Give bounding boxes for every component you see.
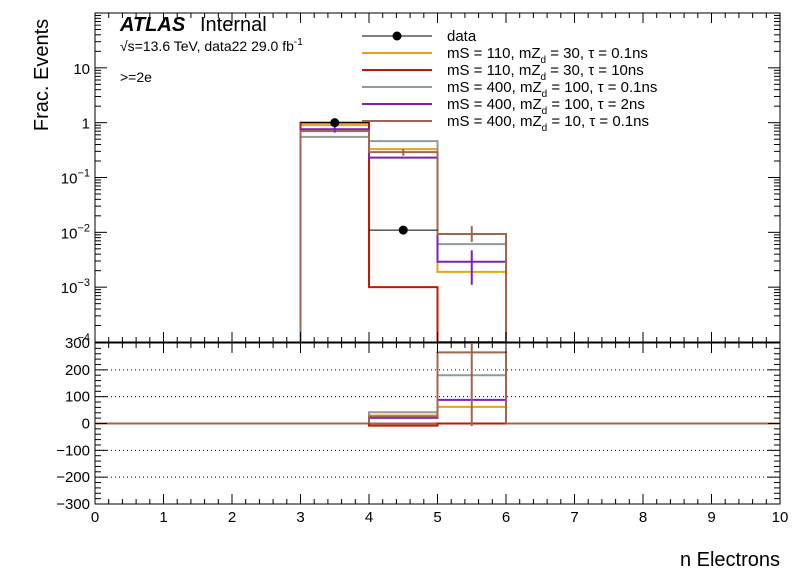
y-tick-exponent: −1 [77, 168, 90, 180]
top-plot-area [299, 118, 507, 342]
y-tick-label-bottom: 300 [65, 335, 90, 352]
hist-line-2 [299, 121, 507, 342]
legend-label-part: mS = 400, mZ [447, 113, 542, 130]
y-tick-label-top: 1 [82, 116, 90, 133]
legend-label-part: mS = 400, mZ [447, 79, 542, 96]
legend-label-4: mS = 400, mZd = 100, τ = 2ns [447, 96, 645, 117]
legend-label-part: = 100, τ = 2ns [547, 96, 645, 113]
y-tick-label-bottom: −100 [56, 442, 90, 459]
energy-unit-exponent: -1 [294, 37, 303, 48]
y-tick-label-bottom: 200 [65, 362, 90, 379]
legend-data-label: data [447, 28, 477, 45]
y-tick-base: 10 [61, 280, 78, 297]
legend-entry-data: data [362, 28, 477, 45]
data-point-2 [398, 225, 408, 235]
legend-label-part: mS = 110, mZ [447, 45, 541, 62]
x-tick-label: 8 [639, 509, 647, 526]
x-tick-label: 2 [228, 509, 236, 526]
y-tick-exponent: −4 [77, 332, 90, 344]
y-tick-base: 10 [61, 171, 78, 188]
legend-label-1: mS = 110, mZd = 30, τ = 0.1ns [447, 45, 648, 66]
y-tick-label-bottom: 100 [65, 389, 90, 406]
ratio-plot-area [95, 343, 780, 478]
x-tick-label: 4 [365, 509, 373, 526]
energy-label: √s=13.6 TeV, data22 29.0 fb-1 [120, 37, 303, 54]
legend-label-2: mS = 110, mZd = 30, τ = 10ns [447, 62, 644, 83]
x-tick-label: 3 [296, 509, 304, 526]
ratio-hist-line-5 [368, 351, 507, 424]
legend-label-part: = 30, τ = 0.1ns [546, 45, 648, 62]
x-tick-label: 7 [570, 509, 578, 526]
y-tick-exponent: −2 [77, 222, 90, 234]
energy-text: √s=13.6 TeV, data22 29.0 fb [120, 38, 294, 54]
y-tick-label-top: 10−2 [61, 222, 90, 242]
selection-label: >=2e [120, 69, 152, 85]
legend-label-part: = 30, τ = 10ns [546, 62, 644, 79]
legend-label-subscript: d [542, 89, 548, 100]
legend-label-part: mS = 400, mZ [447, 96, 542, 113]
legend-label-part: = 10, τ = 0.1ns [547, 113, 649, 130]
y-tick-label-bottom: −300 [56, 496, 90, 513]
ratio-hist-line-2 [368, 422, 506, 427]
legend-label-subscript: d [541, 72, 547, 83]
atlas-label: ATLAS [119, 14, 186, 36]
legend-label-3: mS = 400, mZd = 100, τ = 0.1ns [447, 79, 657, 100]
y-tick-exponent: −3 [77, 277, 90, 289]
y-tick-label-top: 10 [73, 61, 90, 78]
y-axis-title: Frac. Events [31, 19, 53, 131]
y-tick-label-bottom: 0 [82, 416, 90, 433]
legend-entry-5: mS = 400, mZd = 10, τ = 0.1ns [362, 113, 649, 134]
x-tick-label: 10 [772, 509, 789, 526]
x-tick-label: 0 [91, 509, 99, 526]
legend-label-5: mS = 400, mZd = 10, τ = 0.1ns [447, 113, 649, 134]
legend-label-subscript: d [542, 123, 548, 134]
legend-label-part: = 100, τ = 0.1ns [547, 79, 657, 96]
legend-label-subscript: d [541, 55, 547, 66]
hist-line-4 [299, 128, 507, 342]
data-point-1 [330, 118, 340, 128]
y-tick-label-bottom: −200 [56, 469, 90, 486]
hist-line-5 [299, 130, 507, 342]
x-tick-label: 6 [502, 509, 510, 526]
legend-label-part: mS = 110, mZ [447, 62, 541, 79]
legend-entry-4: mS = 400, mZd = 100, τ = 2ns [362, 96, 645, 117]
x-tick-label: 9 [707, 509, 715, 526]
internal-label: Internal [200, 14, 267, 36]
y-tick-label-top: 10−1 [61, 168, 90, 188]
hist-line-3 [299, 135, 507, 342]
legend-entry-3: mS = 400, mZd = 100, τ = 0.1ns [362, 79, 657, 100]
y-tick-label-top: 10−3 [61, 277, 90, 297]
legend-entry-1: mS = 110, mZd = 30, τ = 0.1ns [362, 45, 648, 66]
legend-entry-2: mS = 110, mZd = 30, τ = 10ns [362, 62, 644, 83]
legend-label-subscript: d [542, 106, 548, 117]
x-tick-label: 1 [159, 509, 167, 526]
x-axis-title: n Electrons [680, 549, 780, 571]
y-tick-label-top: −4 [77, 332, 90, 344]
y-tick-base: 10 [61, 225, 78, 242]
legend-data-marker [392, 31, 402, 41]
x-tick-label: 5 [433, 509, 441, 526]
